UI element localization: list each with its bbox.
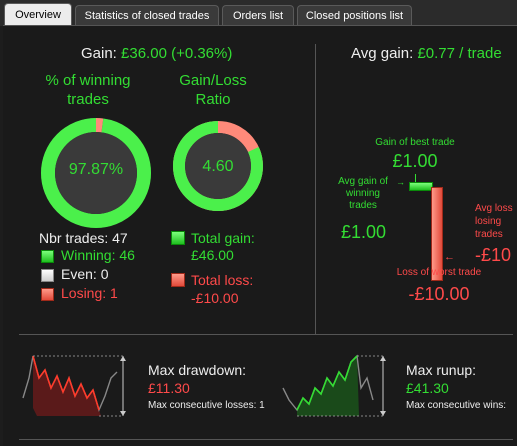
avg-loss-label-line3: trades [475, 229, 503, 240]
avg-gain-summary: Avg gain: £0.77 / trade [351, 45, 502, 62]
avg-win-arrow: → [396, 177, 405, 187]
runup-label: Max runup: [406, 362, 477, 378]
total-loss-swatch [171, 273, 185, 287]
bottom-divider [19, 439, 513, 440]
winning-donut-title: % of winning trades [33, 71, 143, 109]
best-trade-value: £1.00 [392, 151, 438, 171]
even-swatch [41, 269, 54, 282]
losing-swatch [41, 288, 54, 301]
ratio-gain-arc [173, 121, 263, 211]
gain-value: £36.00 (+0.36%) [121, 45, 233, 62]
winning-count: Winning: 46 [61, 247, 135, 263]
tab-overview[interactable]: Overview [4, 3, 72, 26]
avg-win-label-line2: winning [346, 188, 380, 199]
worst-trade-label: Loss of worst trade [396, 267, 482, 278]
horizontal-divider [19, 334, 513, 335]
winning-title-line2: trades [67, 91, 109, 108]
avg-loss-label-line2: losing [475, 216, 502, 227]
avg-win-value: £1.00 [341, 222, 387, 242]
winning-title-line1: % of winning [45, 72, 131, 89]
avg-loss-value: -£10 [475, 245, 512, 265]
runup-value: £41.30 [406, 380, 449, 396]
ratio-donut-chart [173, 121, 263, 211]
ratio-value: 4.60 [202, 158, 234, 175]
tab-closed-positions-list[interactable]: Closed positions list [297, 5, 412, 25]
avg-gain-value: £0.77 / trade [417, 45, 502, 62]
worst-trade-value: -£10.00 [408, 284, 470, 304]
avg-win-label: Avg gain of winning trades [328, 176, 398, 212]
tab-statistics-closed-trades[interactable]: Statistics of closed trades [75, 5, 219, 25]
losing-count: Losing: 1 [61, 285, 118, 301]
avg-loss-bar [431, 187, 443, 281]
total-gain-swatch [171, 231, 185, 245]
runup-consecutive: Max consecutive wins: [406, 400, 507, 411]
overview-panel: Gain: £36.00 (+0.36%) Avg gain: £0.77 / … [3, 25, 517, 446]
vertical-divider [315, 44, 316, 334]
tab-bar: Overview Statistics of closed trades Ord… [0, 0, 517, 26]
avg-loss-label: Avg loss losing trades [475, 202, 513, 241]
total-loss-label: Total loss: [191, 272, 254, 288]
ratio-title-line1: Gain/Loss [179, 72, 247, 89]
gain-label: Gain: [81, 45, 122, 62]
best-trade-label: Gain of best trade [375, 137, 455, 148]
gain-summary: Gain: £36.00 (+0.36%) [81, 45, 232, 62]
winning-swatch [41, 250, 54, 263]
avg-loss-label-line1: Avg loss [475, 203, 513, 214]
ratio-donut-title: Gain/Loss Ratio [163, 71, 263, 109]
avg-win-label-line1: Avg gain of [338, 176, 388, 187]
total-loss-value: -£10.00 [191, 290, 239, 306]
winning-donut-chart [41, 118, 151, 228]
total-gain-label: Total gain: [191, 230, 255, 246]
ratio-title-line2: Ratio [195, 91, 231, 108]
nbr-trades: Nbr trades: 47 [39, 230, 128, 246]
avg-loss-arrow: ← [444, 251, 455, 263]
losing-arc [41, 118, 151, 228]
drawdown-label: Max drawdown: [148, 362, 247, 378]
total-gain-value: £46.00 [191, 247, 234, 263]
drawdown-consecutive: Max consecutive losses: 1 [148, 400, 265, 411]
best-trade-marker [415, 174, 416, 182]
runup-sparkline [282, 354, 386, 417]
drawdown-value: £11.30 [148, 380, 190, 396]
winning-percent-value: 97.87% [68, 161, 124, 178]
avg-gain-label: Avg gain: [351, 45, 418, 62]
drawdown-sparkline [22, 355, 126, 417]
avg-win-label-line3: trades [349, 200, 377, 211]
avg-gain-bar [409, 182, 433, 191]
even-count: Even: 0 [61, 266, 109, 282]
tab-orders-list[interactable]: Orders list [222, 5, 294, 25]
